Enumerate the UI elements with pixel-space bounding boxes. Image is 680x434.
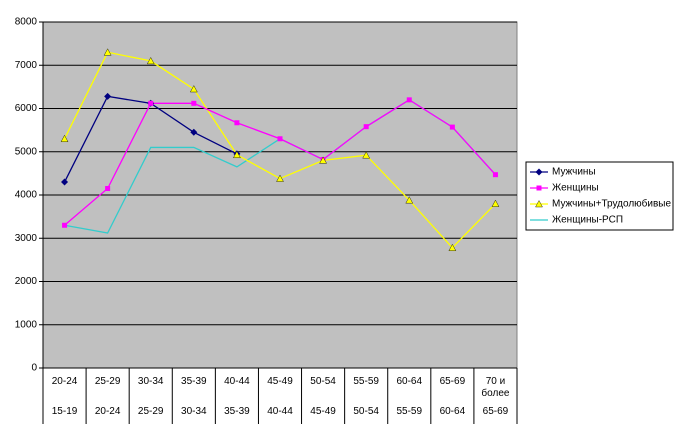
legend-label: Мужчины xyxy=(552,167,596,178)
x-tick-label-outer: 30-34 xyxy=(181,406,207,417)
legend-label: Женщины-РСП xyxy=(552,215,623,226)
x-tick-label: 40-44 xyxy=(224,376,250,387)
marker xyxy=(491,199,500,207)
x-tick-label: 45-49 xyxy=(267,376,293,387)
x-tick-label: 65-69 xyxy=(439,376,466,387)
x-tick-label-outer: 65-69 xyxy=(482,406,509,417)
marker xyxy=(276,174,284,182)
marker xyxy=(448,243,457,251)
x-tick-label-outer: 35-39 xyxy=(224,406,250,417)
y-tick-label: 7000 xyxy=(15,60,38,71)
marker xyxy=(62,222,68,228)
x-tick-label: 55-59 xyxy=(353,376,379,387)
x-tick-label-outer: 40-44 xyxy=(267,406,293,417)
marker xyxy=(190,128,198,136)
x-tick-label: 30-34 xyxy=(137,376,164,387)
x-tick-label-outer: 55-59 xyxy=(396,406,423,417)
y-tick-label: 2000 xyxy=(15,276,38,287)
marker xyxy=(449,124,455,130)
y-tick-label: 6000 xyxy=(15,103,38,114)
x-tick-label: 70 и более xyxy=(481,376,510,399)
x-tick-label-outer: 45-49 xyxy=(310,406,336,417)
marker xyxy=(105,186,111,192)
y-tick-label: 8000 xyxy=(15,17,38,28)
x-tick-label-outer: 60-64 xyxy=(439,406,466,417)
marker xyxy=(362,151,371,159)
marker xyxy=(104,92,112,100)
marker xyxy=(191,100,197,106)
marker xyxy=(319,156,327,164)
marker xyxy=(60,134,69,142)
marker xyxy=(146,57,155,65)
marker xyxy=(363,124,369,130)
y-tick-label: 4000 xyxy=(15,190,38,201)
y-tick-label: 0 xyxy=(31,363,37,374)
marker xyxy=(61,178,69,186)
x-tick-label-outer: 15-19 xyxy=(51,406,78,417)
x-tick-label: 20-24 xyxy=(51,376,78,387)
marker xyxy=(492,172,498,178)
marker xyxy=(233,150,241,158)
legend-label: Женщины xyxy=(552,183,599,194)
marker xyxy=(103,48,112,56)
marker xyxy=(277,136,283,142)
x-tick-label-outer: 25-29 xyxy=(137,406,164,417)
marker xyxy=(148,100,154,106)
y-tick-label: 1000 xyxy=(15,319,38,330)
marker xyxy=(406,97,412,103)
x-tick-label-outer: 50-54 xyxy=(353,406,379,417)
x-tick-label: 60-64 xyxy=(396,376,423,387)
x-tick-label: 50-54 xyxy=(310,376,336,387)
marker xyxy=(234,120,240,126)
x-tick-label: 25-29 xyxy=(94,376,121,387)
marker xyxy=(536,185,542,191)
x-tick-label: 35-39 xyxy=(181,376,207,387)
marker xyxy=(189,85,198,93)
y-tick-label: 5000 xyxy=(15,146,38,157)
legend-label: Мужчины+Трудолюбивые xyxy=(552,198,671,210)
marker xyxy=(535,200,543,208)
marker xyxy=(535,168,543,176)
marker xyxy=(405,196,414,204)
x-tick-label-outer: 20-24 xyxy=(94,406,121,417)
legend-box xyxy=(525,161,674,231)
y-tick-label: 3000 xyxy=(15,233,38,244)
